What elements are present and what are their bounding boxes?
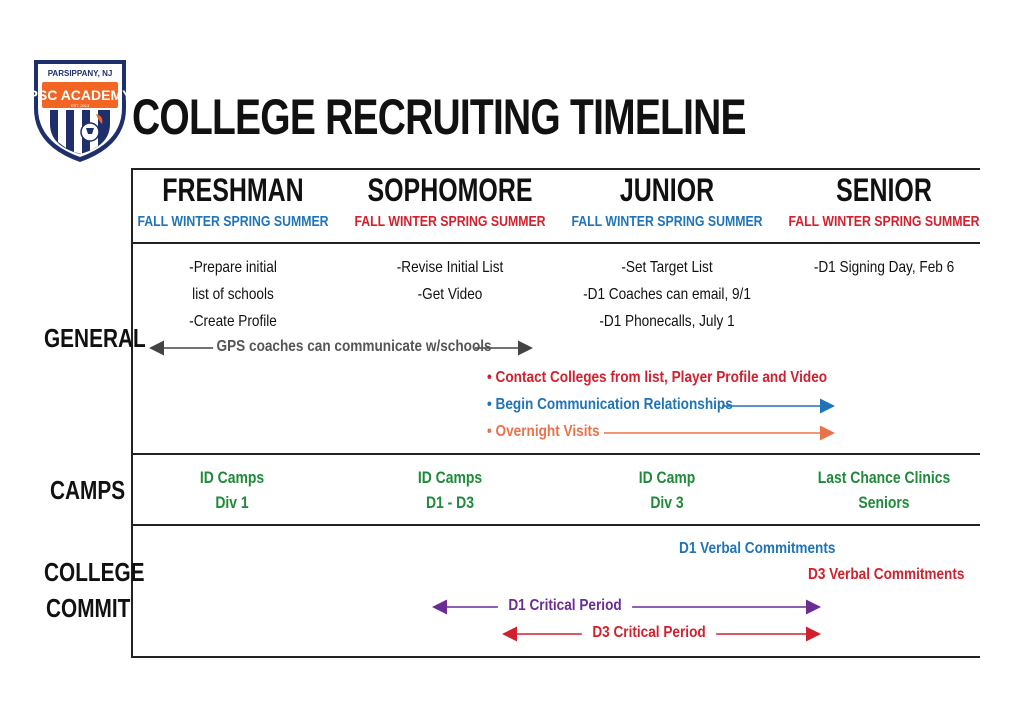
- general-junior-line: -D1 Coaches can email, 9/1: [583, 286, 751, 303]
- gps-arrow-label: GPS coaches can communicate w/schools: [213, 338, 492, 356]
- bullet-contact-colleges: • Contact Colleges from list, Player Pro…: [487, 369, 828, 386]
- seasons-senior: FALL WINTER SPRING SUMMER: [788, 213, 980, 230]
- d3-verbal-commitments: D3 Verbal Commitments: [808, 566, 965, 583]
- year-freshman: FRESHMAN: [162, 172, 304, 208]
- camp-senior: Last Chance Clinics Seniors: [802, 465, 966, 515]
- seasons-freshman: FALL WINTER SPRING SUMMER: [137, 213, 329, 230]
- logo-location: PARSIPPANY, NJ: [48, 69, 113, 78]
- label-divider: [131, 168, 133, 658]
- general-sophomore-line: -Revise Initial List: [396, 259, 504, 276]
- camp-junior: ID Camp Div 3: [585, 465, 749, 515]
- seasons-sophomore: FALL WINTER SPRING SUMMER: [354, 213, 546, 230]
- camp-line: ID Camps: [417, 468, 483, 487]
- row-label-commit: COMMIT: [46, 593, 131, 623]
- psc-academy-logo: PARSIPPANY, NJ PSC ACADEMY EST. 2013: [29, 60, 133, 162]
- camp-line: Last Chance Clinics: [817, 468, 951, 487]
- general-sophomore: -Revise Initial List -Get Video: [365, 254, 535, 308]
- camp-line: Seniors: [858, 493, 910, 512]
- camp-line: Div 1: [215, 493, 249, 512]
- bottom-divider: [132, 656, 980, 658]
- camp-line: D1 - D3: [425, 493, 475, 512]
- bullet-overnight-visits: • Overnight Visits: [487, 423, 600, 440]
- logo-name: PSC ACADEMY: [29, 87, 133, 103]
- logo-est: EST. 2013: [71, 103, 90, 108]
- year-junior: JUNIOR: [619, 172, 715, 208]
- row-label-college: COLLEGE: [44, 557, 145, 587]
- d1-verbal-commitments: D1 Verbal Commitments: [679, 540, 836, 557]
- page-title: COLLEGE RECRUITING TIMELINE: [132, 89, 747, 145]
- general-junior-line: -Set Target List: [621, 259, 713, 276]
- general-freshman-line: list of schools: [192, 286, 274, 303]
- general-junior-line: -D1 Phonecalls, July 1: [599, 313, 735, 330]
- camp-line: ID Camps: [199, 468, 265, 487]
- camp-line: ID Camp: [638, 468, 696, 487]
- camps-divider: [132, 524, 980, 526]
- camp-line: Div 3: [650, 493, 684, 512]
- header-divider: [132, 242, 980, 244]
- seasons-junior: FALL WINTER SPRING SUMMER: [571, 213, 763, 230]
- general-senior: -D1 Signing Day, Feb 6: [799, 254, 969, 281]
- year-sophomore: SOPHOMORE: [367, 172, 533, 208]
- year-senior: SENIOR: [836, 172, 932, 208]
- bullet-begin-communication: • Begin Communication Relationships: [487, 396, 733, 413]
- row-label-camps: CAMPS: [50, 475, 126, 505]
- general-freshman: -Prepare initial list of schools -Create…: [148, 254, 318, 335]
- top-divider: [132, 168, 980, 170]
- row-label-general: GENERAL: [44, 323, 146, 353]
- general-sophomore-line: -Get Video: [417, 286, 483, 303]
- camp-sophomore: ID Camps D1 - D3: [368, 465, 532, 515]
- camp-freshman: ID Camps Div 1: [150, 465, 314, 515]
- d1-critical-label: D1 Critical Period: [497, 597, 633, 615]
- general-junior: -Set Target List -D1 Coaches can email, …: [574, 254, 761, 335]
- d3-critical-label: D3 Critical Period: [581, 624, 717, 642]
- general-freshman-line: -Prepare initial: [189, 259, 277, 276]
- general-divider: [132, 453, 980, 455]
- general-senior-line: -D1 Signing Day, Feb 6: [813, 259, 955, 276]
- general-freshman-line: -Create Profile: [189, 313, 277, 330]
